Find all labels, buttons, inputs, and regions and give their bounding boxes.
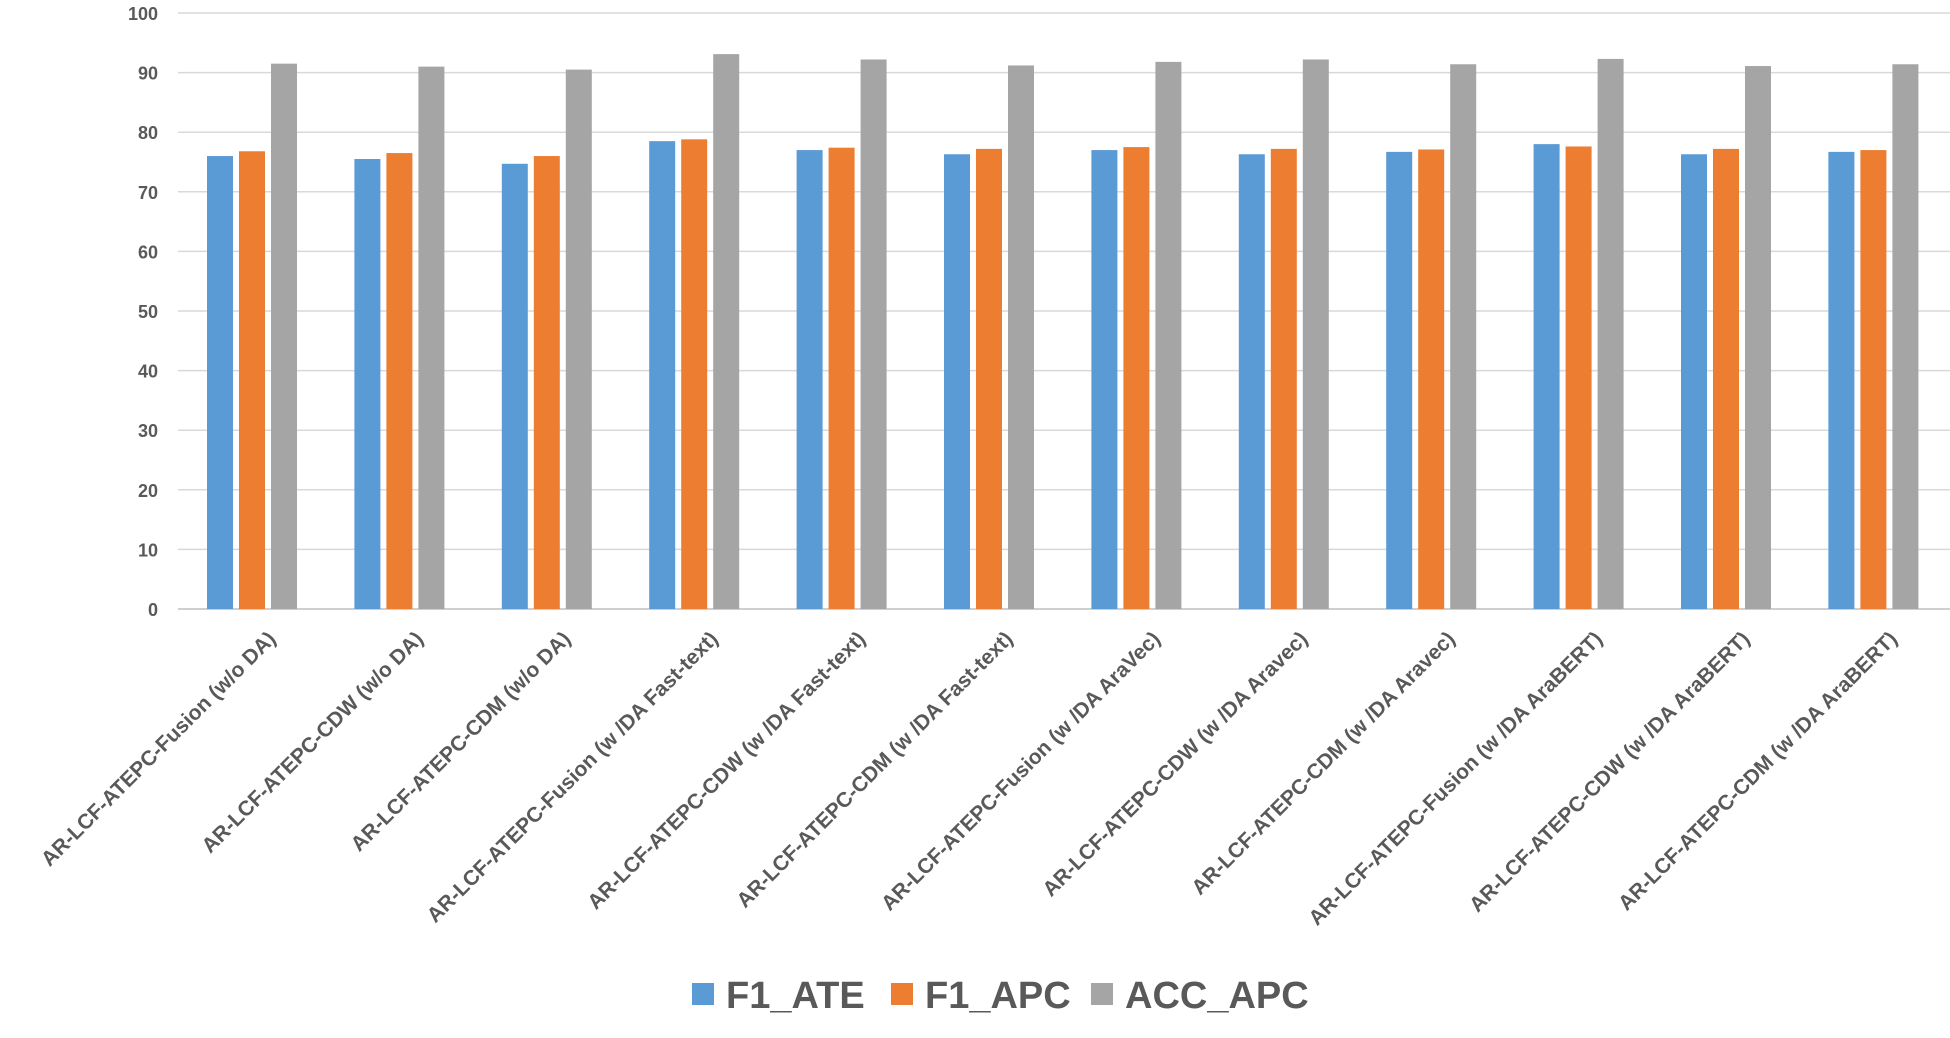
bar-acc-apc-4 <box>860 59 887 610</box>
bar-acc-apc-10 <box>1745 66 1771 609</box>
category-labels: AR-LCF-ATEPC-Fusion (w/o DA) AR-LCF-ATEPC… <box>37 627 1902 930</box>
bar-f1-apc-3 <box>681 139 708 610</box>
bar-f1-ate-4 <box>796 150 823 609</box>
category-label: AR-LCF-ATEPC-CDM (w /DA AraBERT) <box>1614 627 1902 915</box>
bar-acc-apc-5 <box>1008 65 1034 609</box>
category-label: AR-LCF-ATEPC-Fusion (w/o DA) <box>37 627 281 871</box>
bar-f1-apc-8 <box>1418 149 1445 609</box>
bar-f1-apc-9 <box>1565 146 1592 609</box>
legend-label-acc-apc: ACC_APC <box>1125 975 1309 1017</box>
bar-acc-apc-1 <box>418 66 445 609</box>
bar-acc-apc-8 <box>1450 64 1477 610</box>
legend-swatch-f1-ate <box>692 983 714 1005</box>
bar-f1-apc-7 <box>1270 148 1297 609</box>
category-label: AR-LCF-ATEPC-CDM (w /DA Fast-text) <box>732 627 1017 912</box>
y-tick-label: 100 <box>128 4 158 24</box>
category-label: AR-LCF-ATEPC-Fusion (w /DA AraVec) <box>877 627 1165 915</box>
y-tick-label: 40 <box>138 362 158 382</box>
y-tick-label: 10 <box>138 540 158 560</box>
bar-f1-ate-2 <box>501 163 528 609</box>
y-tick-label: 90 <box>138 64 158 84</box>
bar-f1-ate-8 <box>1386 151 1413 610</box>
category-label: AR-LCF-ATEPC-CDM (w /DA Aravec) <box>1187 627 1459 899</box>
bar-acc-apc-6 <box>1155 61 1182 609</box>
y-tick-label: 70 <box>138 183 158 203</box>
bar-f1-apc-4 <box>828 147 855 610</box>
bar-acc-apc-11 <box>1892 64 1919 610</box>
category-label: AR-LCF-ATEPC-CDW (w /DA Aravec) <box>1038 627 1312 901</box>
bars <box>207 54 1919 610</box>
bar-f1-apc-10 <box>1713 148 1739 609</box>
legend-swatch-acc-apc <box>1091 983 1113 1005</box>
y-tick-label: 60 <box>138 242 158 262</box>
y-tick-label: 50 <box>138 302 158 322</box>
bar-f1-ate-9 <box>1533 144 1560 609</box>
bar-f1-apc-0 <box>239 151 265 609</box>
y-tick-label: 80 <box>138 123 158 143</box>
legend-swatch-f1-apc <box>891 983 913 1005</box>
bar-f1-apc-5 <box>976 148 1002 609</box>
bar-f1-apc-6 <box>1123 147 1150 609</box>
bar-acc-apc-7 <box>1302 59 1329 610</box>
grid-lines <box>178 12 1950 610</box>
bar-f1-ate-11 <box>1828 151 1855 610</box>
y-tick-label: 0 <box>148 600 158 620</box>
bar-f1-apc-11 <box>1860 150 1887 609</box>
category-label: AR-LCF-ATEPC-CDW (w /DA Fast-text) <box>583 627 870 914</box>
category-label: AR-LCF-ATEPC-Fusion (w /DA Fast-text) <box>423 627 723 927</box>
bar-f1-ate-5 <box>944 154 970 609</box>
bar-f1-apc-1 <box>386 153 413 609</box>
legend-label-f1-ate: F1_ATE <box>726 975 865 1017</box>
bar-f1-ate-10 <box>1681 154 1707 609</box>
bar-f1-ate-7 <box>1238 154 1265 609</box>
bar-f1-ate-1 <box>354 159 381 609</box>
axes: 0 10 20 30 40 50 60 70 80 90 100 <box>128 4 158 620</box>
category-label: AR-LCF-ATEPC-CDW (w /DA AraBERT) <box>1465 627 1755 917</box>
bar-acc-apc-0 <box>271 63 297 610</box>
y-tick-label: 30 <box>138 421 158 441</box>
bar-f1-ate-3 <box>649 141 676 609</box>
bar-f1-ate-0 <box>207 156 233 610</box>
y-tick-label: 20 <box>138 481 158 501</box>
legend: F1_ATE F1_APC ACC_APC <box>692 975 1309 1017</box>
bar-f1-ate-6 <box>1091 150 1118 609</box>
legend-label-f1-apc: F1_APC <box>925 975 1071 1017</box>
category-label: AR-LCF-ATEPC-Fusion (w /DA AraBERT) <box>1304 627 1607 930</box>
bar-acc-apc-2 <box>565 69 592 610</box>
bar-f1-apc-2 <box>533 156 560 610</box>
bar-acc-apc-9 <box>1597 58 1624 610</box>
bar-acc-apc-3 <box>713 54 740 609</box>
